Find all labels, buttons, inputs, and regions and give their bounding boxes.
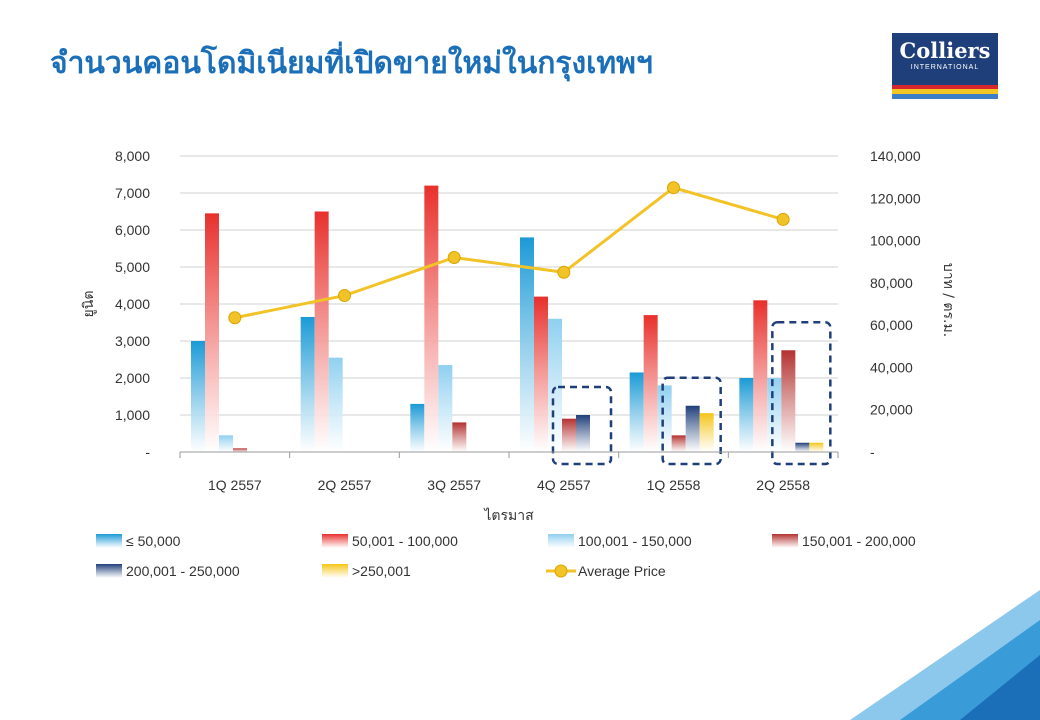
y-tick-label: 8,000 [115, 148, 150, 164]
x-tick-label: 2Q 2558 [756, 477, 810, 493]
colliers-logo: Colliers INTERNATIONAL [892, 33, 998, 99]
y2-tick-label: 140,000 [870, 148, 921, 164]
axes: 1Q 2557 2Q 2557 3Q 2557 4Q 2557 1Q 2558 2Q 25… [81, 148, 956, 524]
y-tick-label: 5,000 [115, 259, 150, 275]
bar [753, 300, 768, 452]
bar [328, 357, 343, 452]
legend-label: 200,001 - 250,000 [126, 563, 240, 579]
highlight-box [771, 321, 832, 466]
average-price-point [228, 311, 242, 325]
bar [219, 435, 233, 452]
legend-label: Average Price [578, 563, 666, 579]
bar [534, 296, 548, 452]
bar [300, 316, 315, 452]
y2-tick-label: 120,000 [870, 190, 921, 206]
bar [191, 341, 205, 452]
y2-tick-label: 80,000 [870, 275, 913, 291]
legend-label: 150,001 - 200,000 [802, 533, 916, 549]
legend-swatch [772, 534, 798, 548]
average-price-point [667, 181, 680, 195]
bar [205, 213, 219, 452]
y2-tick-label: 100,000 [870, 233, 921, 249]
bar [657, 385, 672, 452]
y2-tick-label: 20,000 [870, 402, 913, 418]
legend-label: 50,001 - 100,000 [352, 533, 458, 549]
x-tick-label: 2Q 2557 [318, 477, 372, 493]
average-price-line [228, 181, 790, 325]
y-tick-label: 2,000 [115, 370, 150, 386]
legend: ≤ 50,000 50,001 - 100,000 100,001 - 150,00… [96, 533, 916, 579]
average-price-point [557, 265, 571, 279]
legend-swatch [96, 564, 122, 578]
x-tick-label: 1Q 2557 [208, 477, 262, 493]
bar [410, 403, 425, 452]
legend-label: ≤ 50,000 [126, 533, 181, 549]
legend-marker [554, 564, 568, 578]
bar [576, 415, 590, 452]
bar [548, 318, 562, 452]
average-price-point [776, 212, 790, 226]
bar [520, 237, 534, 452]
bar [424, 185, 439, 452]
highlight-boxes [551, 321, 832, 466]
y-tick-label: - [145, 444, 150, 460]
bar [233, 448, 247, 452]
y-axis-title: ยูนิต [81, 291, 97, 318]
bar [795, 442, 810, 452]
y-tick-label: 6,000 [115, 222, 150, 238]
logo-name: Colliers [899, 38, 991, 63]
bar [452, 422, 467, 452]
y-tick-label: 4,000 [115, 296, 150, 312]
x-axis-title: ไตรมาส [483, 507, 534, 524]
bar [314, 211, 329, 452]
corner-decoration [850, 590, 1040, 720]
x-tick-label: 4Q 2557 [537, 477, 591, 493]
logo-stripes [892, 85, 998, 99]
legend-swatch [96, 534, 122, 548]
average-price-point [447, 250, 461, 264]
x-tick-label: 1Q 2558 [647, 477, 701, 493]
average-price-polyline [234, 186, 784, 320]
y-tick-label: 1,000 [115, 407, 150, 423]
bar [671, 435, 686, 452]
bar [699, 413, 714, 452]
legend-label: 100,001 - 150,000 [578, 533, 692, 549]
highlight-box [661, 376, 722, 466]
legend-swatch [322, 534, 348, 548]
y2-tick-label: - [870, 444, 875, 460]
bars [191, 185, 824, 452]
average-price-point [338, 289, 351, 303]
bar [629, 372, 644, 452]
y2-tick-label: 40,000 [870, 359, 913, 375]
bar [643, 315, 658, 452]
highlight-box [551, 385, 613, 466]
page-number: 10 [1008, 690, 1024, 706]
x-tick-label: 3Q 2557 [427, 477, 481, 493]
y2-tick-label: 60,000 [870, 317, 913, 333]
bar [781, 350, 796, 452]
slide-title: จำนวนคอนโดมิเนียมที่เปิดขายใหม่ในกรุงเทพ… [50, 46, 653, 81]
logo-subtitle: INTERNATIONAL [910, 64, 980, 71]
legend-swatch [548, 534, 574, 548]
legend-label: >250,001 [352, 563, 411, 579]
bar [685, 405, 700, 452]
bar [562, 418, 576, 452]
bar [767, 378, 782, 452]
y-tick-label: 3,000 [115, 333, 150, 349]
y2-axis-title: บาท / ตร.ม. [940, 263, 956, 337]
bar [438, 365, 453, 452]
gridlines [180, 155, 838, 416]
bar [739, 378, 754, 452]
y-tick-label: 7,000 [115, 185, 150, 201]
legend-swatch [322, 564, 348, 578]
bar [809, 442, 824, 452]
